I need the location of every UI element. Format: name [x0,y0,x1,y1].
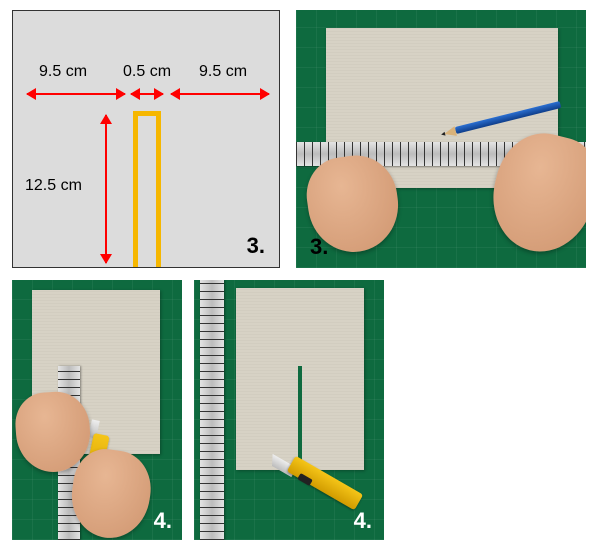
arrow-height [105,115,107,263]
arrow-left [27,93,125,95]
step-number-d: 4. [354,508,372,534]
slot-outline [133,111,161,268]
photo-panel-mark: 3. [296,10,586,268]
dim-left: 9.5 cm [39,63,87,81]
photo-panel-result: 4. [194,280,384,540]
step-number-c: 4. [154,508,172,534]
arrow-center [131,93,163,95]
photo-panel-cut: 4. [12,280,182,540]
arrow-right [171,93,269,95]
step-number-a: 3. [247,233,265,259]
ruler-d [200,280,224,540]
dim-center: 0.5 cm [123,63,171,81]
step-number-b: 3. [310,234,328,260]
dim-height: 12.5 cm [25,177,82,195]
board-slit [298,366,302,470]
dim-right: 9.5 cm [199,63,247,81]
diagram-panel: 9.5 cm 0.5 cm 9.5 cm 12.5 cm 3. [12,10,280,268]
